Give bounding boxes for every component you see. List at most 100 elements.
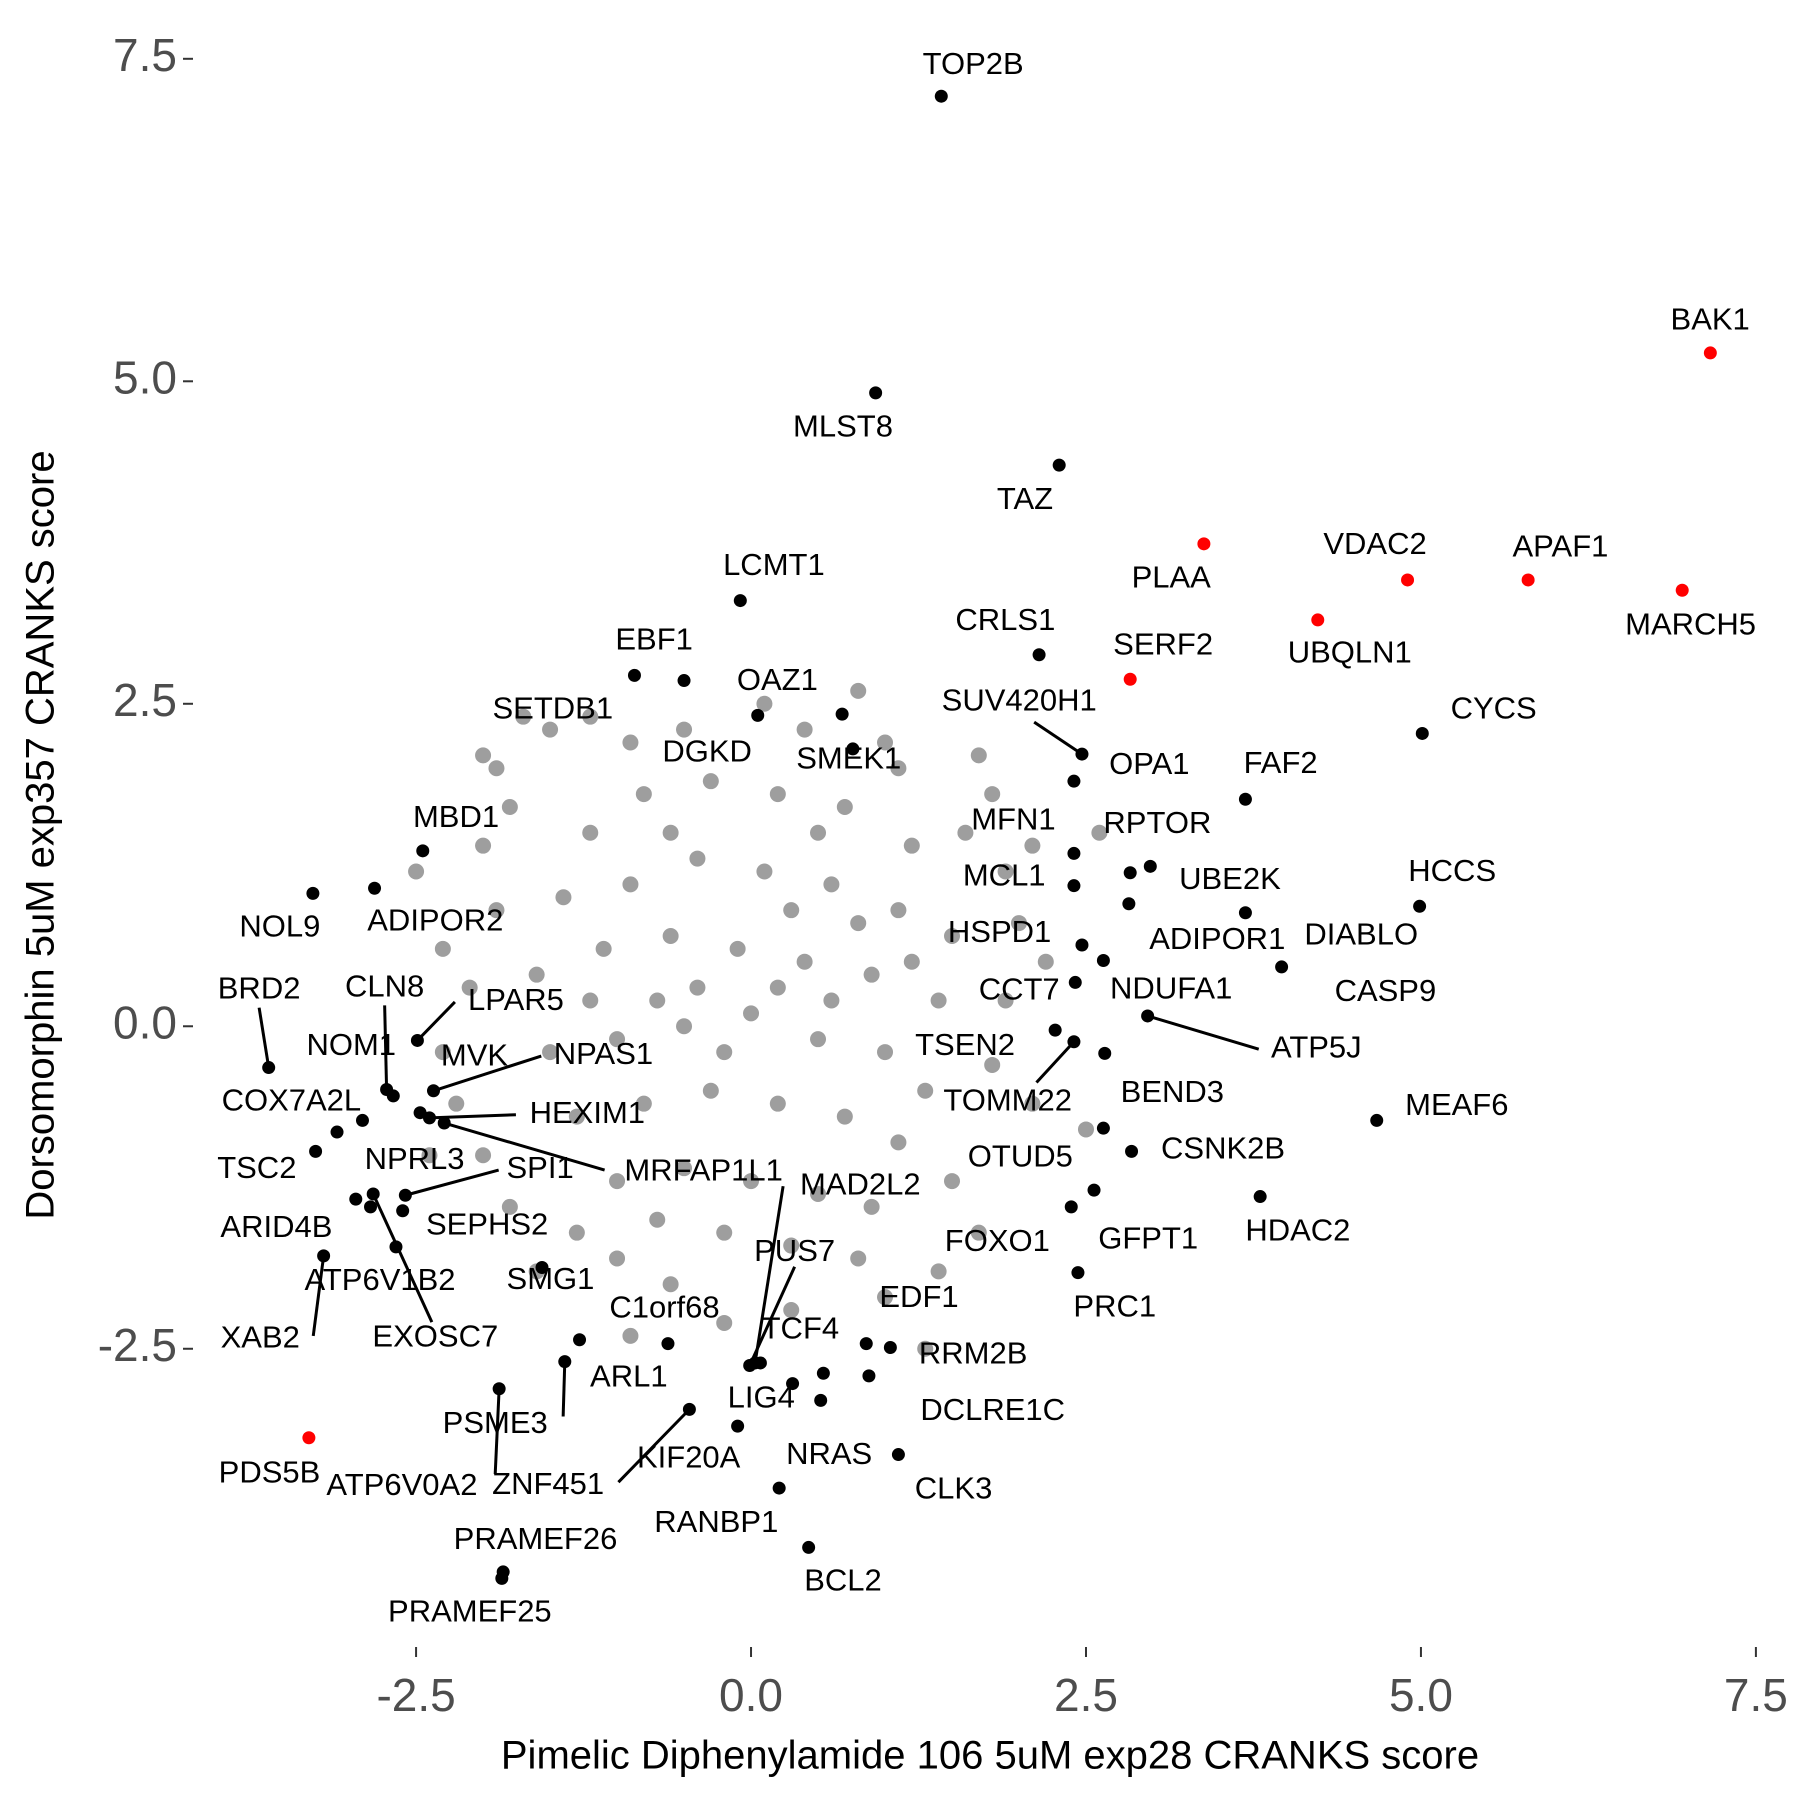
point xyxy=(306,886,320,900)
point-label: SETDB1 xyxy=(492,691,613,726)
point xyxy=(662,824,679,841)
point xyxy=(1048,1023,1062,1037)
leader-line xyxy=(1035,1040,1076,1084)
point xyxy=(1401,573,1415,587)
point xyxy=(364,1200,378,1214)
point-label: HEXIM1 xyxy=(530,1095,645,1130)
leader-line xyxy=(383,1005,389,1090)
point-label: MEAF6 xyxy=(1405,1087,1508,1122)
point-label: ARID4B xyxy=(220,1209,332,1244)
point-label: UBE2K xyxy=(1179,861,1281,896)
point xyxy=(609,1031,626,1048)
point xyxy=(862,1369,876,1383)
point xyxy=(783,1302,800,1319)
point-label: MLST8 xyxy=(793,409,893,444)
point xyxy=(786,1377,800,1391)
point-label: BEND3 xyxy=(1121,1074,1224,1109)
point-label: TOP2B xyxy=(923,46,1024,81)
point xyxy=(492,1382,506,1396)
point xyxy=(475,1147,492,1164)
point-label: TSEN2 xyxy=(915,1027,1015,1062)
point-label: MAD2L2 xyxy=(800,1166,921,1201)
point xyxy=(501,1198,518,1215)
point-label: MARCH5 xyxy=(1625,607,1756,642)
point-label: MBD1 xyxy=(413,799,499,834)
point xyxy=(1067,1035,1081,1049)
point-label: CSNK2B xyxy=(1161,1131,1285,1166)
point xyxy=(1123,672,1137,686)
point xyxy=(716,1044,733,1061)
point xyxy=(930,1263,947,1280)
point-label: TSC2 xyxy=(217,1150,296,1185)
point xyxy=(890,1134,907,1151)
point xyxy=(850,1250,867,1267)
point xyxy=(448,1095,465,1112)
point-label: OAZ1 xyxy=(737,662,818,697)
point xyxy=(434,940,451,957)
point xyxy=(1143,859,1157,873)
point-label: ATP6V0A2 xyxy=(326,1467,477,1502)
point xyxy=(635,1095,652,1112)
point-label: TOMM22 xyxy=(943,1082,1072,1117)
point xyxy=(823,992,840,1009)
leader-line xyxy=(617,1408,691,1484)
point-label: PRC1 xyxy=(1073,1288,1156,1323)
point xyxy=(903,837,920,854)
point xyxy=(398,1188,412,1202)
y-axis-title: Dorsomorphin 5uM exp357 CRANKS score xyxy=(19,450,63,1219)
point-label: SPI1 xyxy=(507,1150,574,1185)
point xyxy=(751,708,765,722)
point xyxy=(1068,975,1082,989)
leader-line xyxy=(257,1007,271,1068)
point xyxy=(823,876,840,893)
leader-line xyxy=(404,1168,500,1197)
point-label: GFPT1 xyxy=(1098,1220,1198,1255)
point xyxy=(1415,726,1429,740)
point xyxy=(802,1540,816,1554)
y-tick-label: -2.5 xyxy=(98,1319,177,1371)
y-tick-label: 7.5 xyxy=(113,29,177,81)
point xyxy=(1675,583,1689,597)
point xyxy=(434,1044,451,1061)
point xyxy=(676,721,693,738)
point xyxy=(836,798,853,815)
point xyxy=(1096,1121,1110,1135)
point xyxy=(890,760,907,777)
point xyxy=(716,1224,733,1241)
point-label: APAF1 xyxy=(1513,528,1609,563)
point xyxy=(1032,648,1046,662)
point xyxy=(1075,938,1089,952)
point xyxy=(317,1249,331,1263)
point-label: ATP6V1B2 xyxy=(304,1262,455,1297)
point xyxy=(542,1044,559,1061)
point xyxy=(1197,537,1211,551)
point-label: LCMT1 xyxy=(723,547,825,582)
point xyxy=(769,979,786,996)
point-label: MCL1 xyxy=(963,858,1046,893)
point xyxy=(850,915,867,932)
point xyxy=(1067,879,1081,893)
point xyxy=(573,1333,587,1347)
point xyxy=(595,940,612,957)
point xyxy=(729,940,746,957)
point-label: VDAC2 xyxy=(1323,526,1426,561)
y-tick-label: 0.0 xyxy=(113,996,177,1048)
point xyxy=(984,786,1001,803)
point xyxy=(836,1108,853,1125)
point xyxy=(1275,960,1289,974)
point xyxy=(1037,953,1054,970)
point xyxy=(1703,346,1717,360)
leader-line xyxy=(493,1388,501,1475)
point-label: PDS5B xyxy=(219,1454,321,1489)
point xyxy=(716,1314,733,1331)
point-label: HCCS xyxy=(1408,853,1496,888)
point xyxy=(1125,1144,1139,1158)
point xyxy=(783,902,800,919)
point xyxy=(689,850,706,867)
point-label: PRAMEF25 xyxy=(388,1594,552,1629)
point xyxy=(558,1355,572,1369)
point-label: COX7A2L xyxy=(222,1082,362,1117)
point xyxy=(622,876,639,893)
point-label: CLN8 xyxy=(345,968,424,1003)
